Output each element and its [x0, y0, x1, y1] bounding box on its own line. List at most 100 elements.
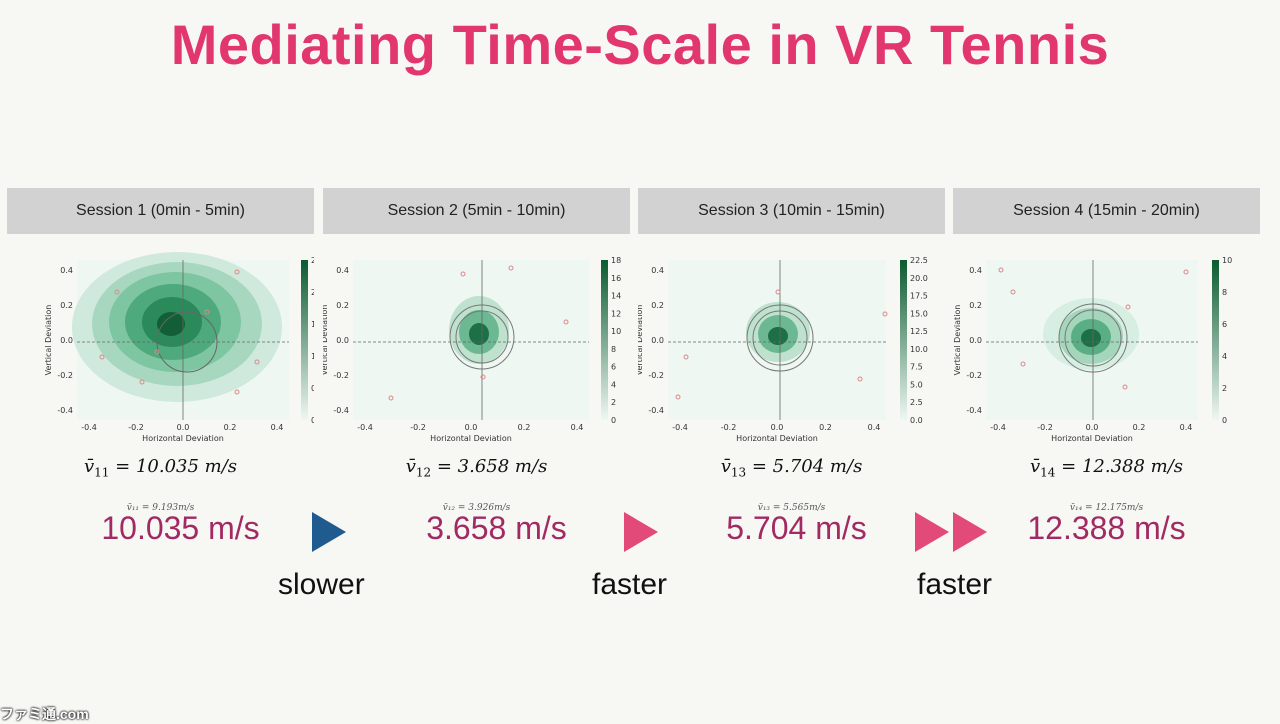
session-2-density-plot: -0.4 -0.2 0.0 0.2 0.4 0.4 0.2 0.0 -0.2 -0.4 Horizo… [323, 252, 630, 452]
y-tick-label: -0.4 [648, 406, 664, 415]
session-2-panel: Session 2 (5min - 10min) [323, 188, 630, 234]
v-value: = 3.658 m/s [436, 456, 548, 477]
v-bar-symbol: v̄ [405, 456, 416, 477]
sample-point [388, 395, 394, 401]
x-tick-label: 0.2 [1133, 423, 1146, 432]
sample-point [675, 394, 681, 400]
session-3-velocity-formula: v̄13 = 5.704 m/s [638, 456, 945, 480]
y-tick-label: 0.4 [60, 266, 73, 275]
y-tick-label: 0.2 [336, 301, 349, 310]
sample-point [1010, 289, 1016, 295]
sample-point [683, 354, 689, 360]
session-4-velocity-formula: v̄14 = 12.388 m/s [953, 456, 1260, 480]
x-tick-label: -0.4 [357, 423, 373, 432]
colorbar-tick-label: 4 [1222, 352, 1227, 361]
v-subscript: 11 [94, 465, 110, 480]
session-2-header: Session 2 (5min - 10min) [323, 188, 630, 234]
x-tick-label: -0.2 [128, 423, 144, 432]
colorbar-tick-label: 0.5 [311, 384, 314, 393]
y-tick-label: 0.2 [60, 301, 73, 310]
colorbar [900, 260, 907, 420]
y-tick-label: -0.2 [57, 371, 73, 380]
sample-point [1020, 361, 1026, 367]
y-tick-label: -0.4 [966, 406, 982, 415]
colorbar-tick-label: 6 [611, 363, 616, 372]
x-tick-label: 0.4 [571, 423, 584, 432]
sample-point [998, 267, 1004, 273]
x-tick-label: 0.2 [819, 423, 832, 432]
x-tick-label: 0.0 [771, 423, 784, 432]
density-peak [1081, 329, 1101, 347]
sample-point [1125, 304, 1131, 310]
colorbar-tick-label: 2 [1222, 384, 1227, 393]
session-4-density-plot: -0.4 -0.2 0.0 0.2 0.4 0.4 0.2 0.0 -0.2 -0.4 Horizo… [953, 252, 1260, 452]
x-tick-label: 0.0 [465, 423, 478, 432]
sample-point [1122, 384, 1128, 390]
sample-point [99, 354, 105, 360]
session-1-small-formula: v̄₁₁ = 9.193m/s [126, 503, 195, 513]
x-tick-label: 0.0 [177, 423, 190, 432]
colorbar [301, 260, 308, 420]
x-tick-label: 0.2 [224, 423, 237, 432]
colorbar-tick-label: 2.0 [311, 288, 314, 297]
colorbar-tick-label: 6 [1222, 320, 1227, 329]
v-subscript: 12 [415, 465, 432, 480]
watermark-logo: ファミ通.com [0, 706, 89, 722]
colorbar-tick-label: 1.0 [311, 352, 314, 361]
colorbar-tick-label: 10 [1222, 256, 1232, 265]
session-2-small-formula: v̄₁₂ = 3.926m/s [442, 503, 511, 513]
sample-point [460, 271, 466, 277]
colorbar-tick-label: 12.5 [910, 327, 928, 336]
colorbar-tick-label: 8 [1222, 288, 1227, 297]
v-value: = 10.035 m/s [115, 456, 238, 477]
session-4-plot-svg: -0.4 -0.2 0.0 0.2 0.4 0.4 0.2 0.0 -0.2 -0.4 Horizo… [953, 256, 1232, 443]
session-3-panel: Session 3 (10min - 15min) [638, 188, 945, 234]
x-axis-label: Horizontal Deviation [736, 434, 818, 443]
y-axis-label: Vertical Deviation [638, 305, 644, 376]
play-arrow-pink-icon [624, 512, 658, 552]
sample-point [154, 349, 160, 355]
colorbar [601, 260, 608, 420]
v-bar-symbol: v̄ [1029, 456, 1041, 477]
colorbar-tick-label: 0 [1222, 416, 1227, 425]
session-4-header: Session 4 (15min - 20min) [953, 188, 1260, 234]
colorbar-tick-label: 22.5 [910, 256, 928, 265]
slide-title: Mediating Time-Scale in VR Tennis [170, 13, 1110, 76]
sample-point [254, 359, 260, 365]
sample-point [882, 311, 888, 317]
colorbar-tick-label: 10 [611, 327, 621, 336]
session-4-speed: 12.388 m/s [1027, 510, 1186, 546]
v-subscript: 14 [1040, 465, 1056, 480]
y-tick-label: -0.2 [333, 371, 349, 380]
session-1-header: Session 1 (0min - 5min) [7, 188, 314, 234]
v-value: = 5.704 m/s [751, 456, 863, 477]
sample-point [139, 379, 145, 385]
v-bar-symbol: v̄ [83, 456, 95, 477]
x-tick-label: 0.4 [271, 423, 284, 432]
sample-point [480, 374, 486, 380]
x-tick-label: -0.4 [990, 423, 1006, 432]
y-tick-label: 0.2 [969, 301, 982, 310]
y-tick-label: -0.2 [648, 371, 664, 380]
sample-point [775, 289, 781, 295]
colorbar-tick-label: 2.5 [910, 398, 923, 407]
session-1-density-plot: -0.4 -0.2 0.0 0.2 0.4 0.4 0.2 0.0 -0.2 -0.4 Horizo… [7, 252, 314, 452]
y-tick-label: 0.0 [651, 336, 664, 345]
y-tick-label: -0.4 [333, 406, 349, 415]
sample-point [1183, 269, 1189, 275]
session-3-plot-svg: -0.4 -0.2 0.0 0.2 0.4 0.4 0.2 0.0 -0.2 -0.4 Horizo… [638, 256, 928, 443]
colorbar-tick-label: 20.0 [910, 274, 928, 283]
y-axis-label: Vertical Deviation [323, 305, 329, 376]
colorbar-tick-label: 5.0 [910, 380, 923, 389]
play-arrow-blue-icon [312, 512, 346, 552]
session-1-speed: 10.035 m/s [101, 510, 260, 546]
x-axis-label: Horizontal Deviation [430, 434, 512, 443]
y-tick-label: 0.4 [969, 266, 982, 275]
y-tick-label: 0.0 [969, 336, 982, 345]
x-tick-label: 0.4 [868, 423, 881, 432]
colorbar-tick-label: 12 [611, 309, 621, 318]
comparison-slower: slower [278, 568, 365, 601]
density-peak [469, 323, 489, 345]
y-tick-label: 0.4 [651, 266, 664, 275]
sample-point [563, 319, 569, 325]
